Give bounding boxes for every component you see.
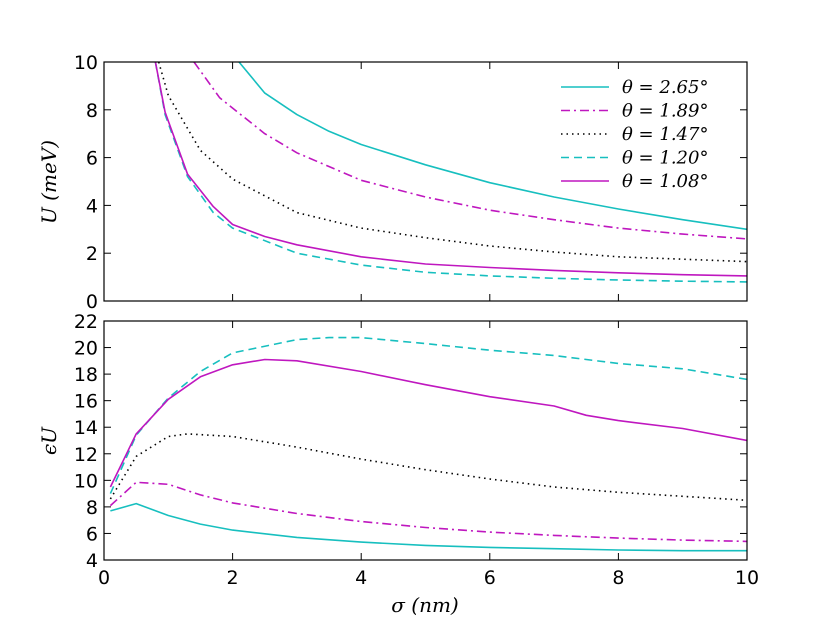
- legend-label-3: θ = 1.20°: [622, 148, 708, 169]
- bottom-series-line-2: [109, 433, 747, 502]
- top-y-axis-label: U (meV): [37, 140, 61, 224]
- x-axis-label: σ (nm): [391, 593, 458, 617]
- bottom-x-tick-label-3: 6: [484, 567, 496, 589]
- bottom-x-tick-label-0: 0: [98, 567, 110, 589]
- legend-label-2: θ = 1.47°: [622, 124, 708, 145]
- top-series-line-3: [154, 62, 747, 283]
- top-y-tick-label-5: 10: [74, 52, 98, 74]
- bottom-series-line-0: [110, 502, 747, 552]
- bottom-y-tick-label-7: 18: [74, 364, 98, 386]
- bottom-x-tick-label-4: 8: [612, 567, 624, 589]
- bottom-y-tick-label-4: 12: [74, 444, 98, 466]
- top-series-line-4: [154, 62, 747, 277]
- bottom-y-tick-label-6: 16: [74, 391, 98, 413]
- legend: θ = 2.65° θ = 1.89°θ = 1.47° θ = 1.20°θ = …: [561, 77, 708, 192]
- bottom-y-tick-label-9: 22: [74, 311, 98, 333]
- bottom-axes-frame: [103, 320, 748, 561]
- bottom-y-tick-label-2: 8: [86, 497, 98, 519]
- top-curves-layer: [154, 62, 747, 283]
- bottom-series-line-1: [109, 481, 747, 543]
- legend-label-0: θ = 2.65°: [622, 77, 708, 98]
- top-series-line-1: [193, 62, 747, 240]
- bottom-curves-layer: [109, 336, 747, 552]
- bottom-y-axis-label: ϵU: [37, 426, 61, 455]
- top-y-tick-label-2: 4: [86, 195, 98, 217]
- top-y-tick-label-4: 8: [86, 100, 98, 122]
- bottom-x-tick-label-1: 2: [227, 567, 239, 589]
- bottom-y-tick-label-8: 20: [74, 338, 98, 360]
- legend-label-4: θ = 1.08°: [622, 171, 708, 192]
- bottom-y-tick-label-1: 6: [86, 523, 98, 545]
- bottom-x-tick-label-5: 10: [735, 567, 759, 589]
- top-y-tick-label-3: 6: [86, 148, 98, 170]
- top-ticks-layer: 0 2 4 6 8 10: [74, 52, 748, 313]
- top-y-tick-label-0: 0: [86, 291, 98, 313]
- bottom-ticks-layer: 0 2 4 6 8 10 4 6 8 10 12 14 16 18 20 22: [74, 311, 759, 589]
- bottom-y-tick-label-5: 14: [74, 417, 98, 439]
- bottom-y-tick-label-3: 10: [74, 470, 98, 492]
- legend-label-1: θ = 1.89°: [622, 101, 708, 122]
- bottom-x-tick-label-2: 4: [355, 567, 367, 589]
- bottom-panel: 0 2 4 6 8 10 4 6 8 10 12 14 16 18 20 22 ϵU σ (nm): [37, 311, 759, 617]
- bottom-y-tick-label-0: 4: [86, 550, 98, 572]
- top-y-tick-label-1: 2: [86, 243, 98, 265]
- top-series-line-0: [238, 62, 747, 231]
- bottom-series-line-3: [109, 336, 747, 494]
- bottom-series-line-4: [109, 358, 747, 488]
- top-axes-frame: [103, 61, 748, 302]
